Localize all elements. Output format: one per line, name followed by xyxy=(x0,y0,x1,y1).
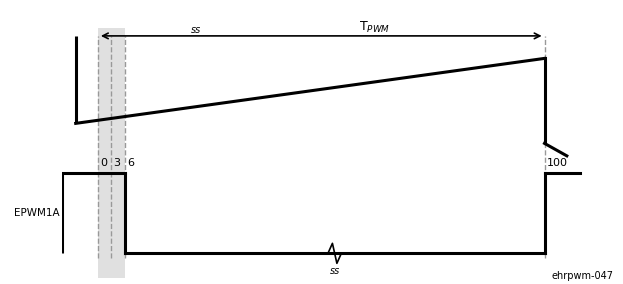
Text: ss: ss xyxy=(191,25,201,35)
Text: EPWM1A: EPWM1A xyxy=(14,208,60,218)
Text: ss: ss xyxy=(330,266,340,276)
Bar xyxy=(98,28,125,278)
Text: 6: 6 xyxy=(127,158,134,168)
Text: 0: 0 xyxy=(100,158,107,168)
Text: 100: 100 xyxy=(547,158,568,168)
Text: ehrpwm-047: ehrpwm-047 xyxy=(551,271,614,281)
Text: 3: 3 xyxy=(113,158,121,168)
Text: T$_{PWM}$: T$_{PWM}$ xyxy=(359,20,391,35)
